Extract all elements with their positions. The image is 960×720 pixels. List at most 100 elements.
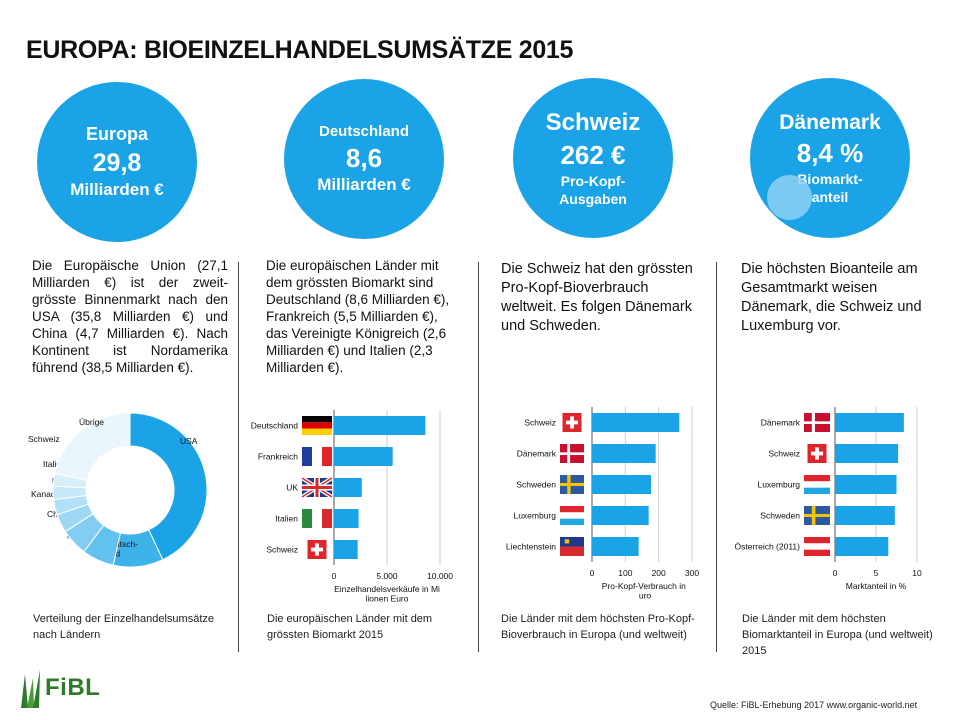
x-tick-label: 200 <box>652 568 666 578</box>
x-tick-label: 100 <box>618 568 632 578</box>
donut-label: USA <box>180 436 198 446</box>
stat-value: 29,8 <box>92 149 142 177</box>
category-label: Schweiz <box>524 418 556 428</box>
donut-chart-svg: USADeutsch-landFrank-reichChinaKanadaUKI… <box>28 412 208 568</box>
flag-lu-icon <box>560 506 584 525</box>
flag-li-icon <box>560 537 584 556</box>
category-label: Schweden <box>516 480 556 490</box>
bar <box>334 540 358 559</box>
caption-markt: Die europäischen Länder mit dem grössten… <box>267 613 433 641</box>
bar-chart-markt-svg: 0 5.000 10.000 Deutschland Frankreich UK Itali… <box>251 410 453 604</box>
bar <box>334 509 359 528</box>
x-tick-label: 300 <box>685 568 699 578</box>
bar-chart-prokopf-svg: 0 100 200 300 Schweiz Dänemark Schweden Luxembu… <box>506 407 699 601</box>
donut-chart: USADeutsch-landFrank-reichChinaKanadaUKI… <box>20 408 235 583</box>
category-label: Schweiz <box>768 449 800 459</box>
flag-de-icon <box>302 416 332 435</box>
stat-unit: Biomarkt- anteil <box>797 170 863 205</box>
flag-dk-icon <box>804 413 830 432</box>
column-divider <box>716 262 717 652</box>
stat-unit: Pro-Kopf- Ausgaben <box>559 172 627 207</box>
fibl-logo: FiBL <box>15 668 105 712</box>
flag-at-icon <box>804 537 830 556</box>
stat-title: Deutschland <box>318 123 409 140</box>
stat-circle-daenemark: Dänemark 8,4 % Biomarkt- anteil <box>750 78 910 238</box>
bar <box>835 413 904 432</box>
stat-circle-schweiz: Schweiz 262 € Pro-Kopf- Ausgaben <box>513 78 673 238</box>
flag-ch-icon <box>807 444 827 463</box>
donut-label: Schweiz <box>28 434 60 444</box>
category-label: Dänemark <box>517 449 557 459</box>
bar <box>334 416 426 435</box>
category-label: Schweden <box>760 511 800 521</box>
stat-value: 8,6 <box>345 143 383 173</box>
bar-chart-prokopf: 0 100 200 300 Schweiz Dänemark Schweden Luxembu… <box>484 405 714 605</box>
x-tick-label: 10.000 <box>427 571 453 581</box>
bar <box>592 444 656 463</box>
category-label: Deutschland <box>251 421 299 431</box>
donut-label: Italien <box>43 459 66 469</box>
caption-donut: Verteilung der Einzelhandelsumsätze nach… <box>33 613 215 641</box>
donut-label: Kanada <box>31 489 61 499</box>
column-divider <box>238 262 239 652</box>
stat-value: 262 € <box>560 139 626 170</box>
stat-title: Europa <box>85 124 148 144</box>
category-label: Frankreich <box>258 452 298 462</box>
category-label: Österreich (2011) <box>734 542 800 552</box>
x-tick-label: 0 <box>590 568 595 578</box>
bar <box>592 506 649 525</box>
flag-lu-icon <box>804 475 830 494</box>
stat-circle-europa: Europa 29,8 Milliarden € <box>37 82 197 242</box>
description-daenemark: Die höchsten Bioanteile am Gesamtmarkt w… <box>741 261 922 334</box>
x-axis-label: Marktanteil in % <box>846 581 907 591</box>
bar-chart-marktanteil-svg: 0 5 10 Dänemark Schweiz Luxemburg Schweden Öste… <box>734 407 922 591</box>
description-schweiz: Die Schweiz hat den grössten Pro-Kopf-Bi… <box>501 261 693 334</box>
category-label: Schweiz <box>266 545 298 555</box>
flag-uk-icon <box>300 476 334 499</box>
bar-chart-marktanteil: 0 5 10 Dänemark Schweiz Luxemburg Schweden Öste… <box>718 405 948 605</box>
category-label: Liechtenstein <box>506 542 556 552</box>
donut-slice <box>129 412 208 561</box>
x-axis-label: Pro-Kopf-Verbrauch in uro <box>602 581 688 601</box>
caption-marktanteil: Die Länder mit dem höchsten Biomarktante… <box>742 613 933 657</box>
column-divider <box>478 262 479 652</box>
stat-title: Schweiz <box>545 108 641 136</box>
leaf-icon <box>21 670 40 708</box>
donut-label: Übrige <box>79 417 104 427</box>
x-tick-label: 5.000 <box>376 571 398 581</box>
bar <box>835 506 895 525</box>
flag-it-icon <box>302 509 332 528</box>
bar <box>835 537 889 556</box>
bar <box>835 475 897 494</box>
flag-se-icon <box>804 506 830 525</box>
source-note: Quelle: FiBL-Erhebung 2017 www.organic-w… <box>710 700 918 710</box>
category-label: Luxemburg <box>757 480 800 490</box>
x-tick-label: 0 <box>833 568 838 578</box>
bar <box>334 478 362 497</box>
logo-text: FiBL <box>45 674 101 701</box>
flag-ch-icon <box>307 540 327 559</box>
page-title: EUROPA: BIOEINZELHANDELSUMSÄTZE 2015 <box>26 36 574 64</box>
caption-prokopf: Die Länder mit dem höchsten Pro-Kopf-Bio… <box>501 613 695 641</box>
x-tick-label: 5 <box>874 568 879 578</box>
category-label: Italien <box>275 514 298 524</box>
stat-circle-deutschland: Deutschland 8,6 Milliarden € <box>284 79 444 239</box>
x-tick-label: 0 <box>332 571 337 581</box>
flag-ch-icon <box>562 413 582 432</box>
stat-title: Dänemark <box>779 110 881 134</box>
bar <box>592 413 680 432</box>
bar <box>835 444 899 463</box>
donut-slice <box>54 412 131 481</box>
x-axis-label: Einzelhandelsverkäufe in Mi lionen Euro <box>334 584 440 604</box>
bar-chart-markt: 0 5.000 10.000 Deutschland Frankreich UK Itali… <box>236 405 474 605</box>
flag-fr-icon <box>302 447 332 466</box>
bar <box>334 447 393 466</box>
bar <box>592 537 639 556</box>
stat-unit: Milliarden € <box>70 180 164 199</box>
description-europa: Die Europäische Union (27,1 Milliarden €… <box>32 258 228 375</box>
stat-value: 8,4 % <box>796 137 864 168</box>
flag-se-icon <box>560 475 584 494</box>
bar <box>592 475 651 494</box>
category-label: Dänemark <box>761 418 801 428</box>
x-tick-label: 10 <box>912 568 922 578</box>
